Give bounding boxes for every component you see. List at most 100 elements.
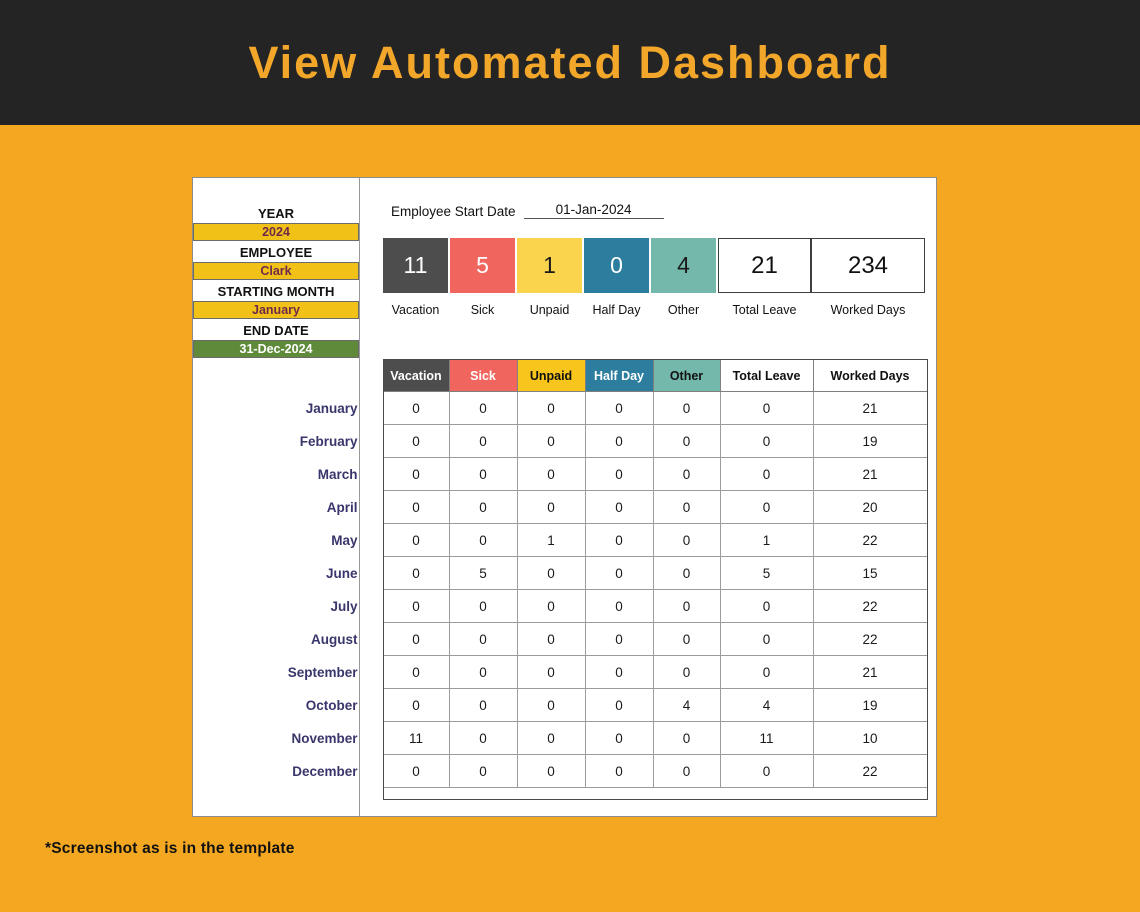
value-cell: 0 [584, 655, 654, 689]
value-cell: 21 [812, 391, 928, 425]
value-cell: 0 [382, 457, 450, 491]
value-cell: 0 [652, 754, 721, 788]
value-cell: 4 [719, 688, 814, 722]
sidebar-divider [359, 178, 360, 816]
value-cell: 0 [584, 523, 654, 557]
value-cell: 5 [448, 556, 518, 590]
table-body: January 0 0 0 0 0 0 21 February 0 0 0 0 0 0 19 March 0 0 0 0… [193, 391, 928, 788]
value-cell: 0 [652, 490, 721, 524]
value-cell: 0 [719, 589, 814, 623]
summary-card-vacation: 11 Vacation [383, 238, 448, 317]
value-cell: 0 [584, 589, 654, 623]
value-cell: 0 [516, 424, 586, 458]
field-value-year[interactable]: 2024 [193, 223, 359, 241]
value-cell: 0 [448, 754, 518, 788]
summary-value-other: 4 [651, 238, 716, 293]
summary-card-label-half-day: Half Day [592, 303, 641, 317]
dashboard-panel: YEAR 2024 EMPLOYEE Clark STARTING MONTH Janua… [192, 177, 937, 817]
value-cell: 0 [448, 391, 518, 425]
value-cell: 11 [719, 721, 814, 755]
column-header-sick: Sick [448, 359, 518, 392]
summary-value-vacation: 11 [383, 238, 448, 293]
field-value-employee[interactable]: Clark [193, 262, 359, 280]
value-cell: 0 [719, 457, 814, 491]
value-cell: 0 [652, 391, 721, 425]
value-cell: 0 [652, 556, 721, 590]
sidebar-fields: YEAR 2024 EMPLOYEE Clark STARTING MONTH Janua… [193, 204, 359, 360]
banner-title: View Automated Dashboard [248, 36, 892, 88]
value-cell: 1 [719, 523, 814, 557]
value-cell: 0 [448, 688, 518, 722]
value-cell: 0 [652, 721, 721, 755]
value-cell: 0 [382, 523, 450, 557]
month-label-september: September [287, 664, 358, 680]
value-cell: 0 [719, 655, 814, 689]
month-label-march: March [317, 466, 358, 482]
value-cell: 0 [382, 391, 450, 425]
value-cell: 0 [516, 754, 586, 788]
value-cell: 0 [516, 688, 586, 722]
column-header-other: Other [652, 359, 721, 392]
value-cell: 0 [584, 424, 654, 458]
table-row-august: August 0 0 0 0 0 0 22 [193, 622, 928, 656]
value-cell: 0 [584, 622, 654, 656]
summary-card-label-worked-days: Worked Days [830, 303, 906, 317]
start-date-value[interactable]: 01-Jan-2024 [523, 202, 664, 219]
value-cell: 21 [812, 655, 928, 689]
value-cell: 0 [584, 556, 654, 590]
summary-card-sick: 5 Sick [450, 238, 515, 317]
month-label-october: October [305, 697, 358, 713]
table-row-june: June 0 5 0 0 0 5 15 [193, 556, 928, 590]
value-cell: 0 [584, 721, 654, 755]
value-cell: 0 [448, 457, 518, 491]
month-label-november: November [291, 730, 358, 746]
start-date-label: Employee Start Date [391, 204, 516, 219]
leave-table: Vacation Sick Unpaid Half Day Other Total Lea… [193, 359, 928, 788]
value-cell: 0 [719, 391, 814, 425]
value-cell: 0 [584, 457, 654, 491]
field-label-starting-month: STARTING MONTH [217, 284, 335, 299]
summary-value-total-leave: 21 [718, 238, 811, 293]
value-cell: 0 [382, 589, 450, 623]
value-cell: 0 [516, 490, 586, 524]
table-row-october: October 0 0 0 0 4 4 19 [193, 688, 928, 722]
value-cell: 0 [516, 589, 586, 623]
field-value-starting-month[interactable]: January [193, 301, 359, 319]
value-cell: 0 [448, 622, 518, 656]
value-cell: 0 [382, 655, 450, 689]
value-cell: 0 [516, 556, 586, 590]
value-cell: 0 [652, 622, 721, 656]
value-cell: 19 [812, 424, 928, 458]
value-cell: 22 [812, 523, 928, 557]
value-cell: 15 [812, 556, 928, 590]
value-cell: 22 [812, 754, 928, 788]
summary-card-worked-days: 234 Worked Days [811, 238, 925, 317]
value-cell: 0 [448, 424, 518, 458]
column-header-total-leave: Total Leave [719, 359, 814, 392]
value-cell: 21 [812, 457, 928, 491]
banner: View Automated Dashboard [0, 0, 1140, 125]
table-row-december: December 0 0 0 0 0 0 22 [193, 754, 928, 788]
value-cell: 0 [652, 457, 721, 491]
summary-value-sick: 5 [450, 238, 515, 293]
table-row-january: January 0 0 0 0 0 0 21 [193, 391, 928, 425]
table-row-november: November 11 0 0 0 0 11 10 [193, 721, 928, 755]
value-cell: 0 [719, 622, 814, 656]
field-label-employee: EMPLOYEE [239, 245, 313, 260]
summary-value-worked-days: 234 [811, 238, 925, 293]
month-label-january: January [305, 400, 358, 416]
value-cell: 0 [448, 523, 518, 557]
value-cell: 0 [652, 655, 721, 689]
summary-card-label-total-leave: Total Leave [732, 303, 797, 317]
value-cell: 0 [516, 457, 586, 491]
value-cell: 0 [584, 391, 654, 425]
column-header-vacation: Vacation [382, 359, 450, 392]
value-cell: 0 [584, 490, 654, 524]
value-cell: 0 [448, 589, 518, 623]
value-cell: 0 [382, 490, 450, 524]
table-row-february: February 0 0 0 0 0 0 19 [193, 424, 928, 458]
value-cell: 0 [719, 490, 814, 524]
summary-card-label-other: Other [667, 303, 700, 317]
field-value-end-date: 31-Dec-2024 [193, 340, 359, 358]
summary-card-label-vacation: Vacation [391, 303, 440, 317]
